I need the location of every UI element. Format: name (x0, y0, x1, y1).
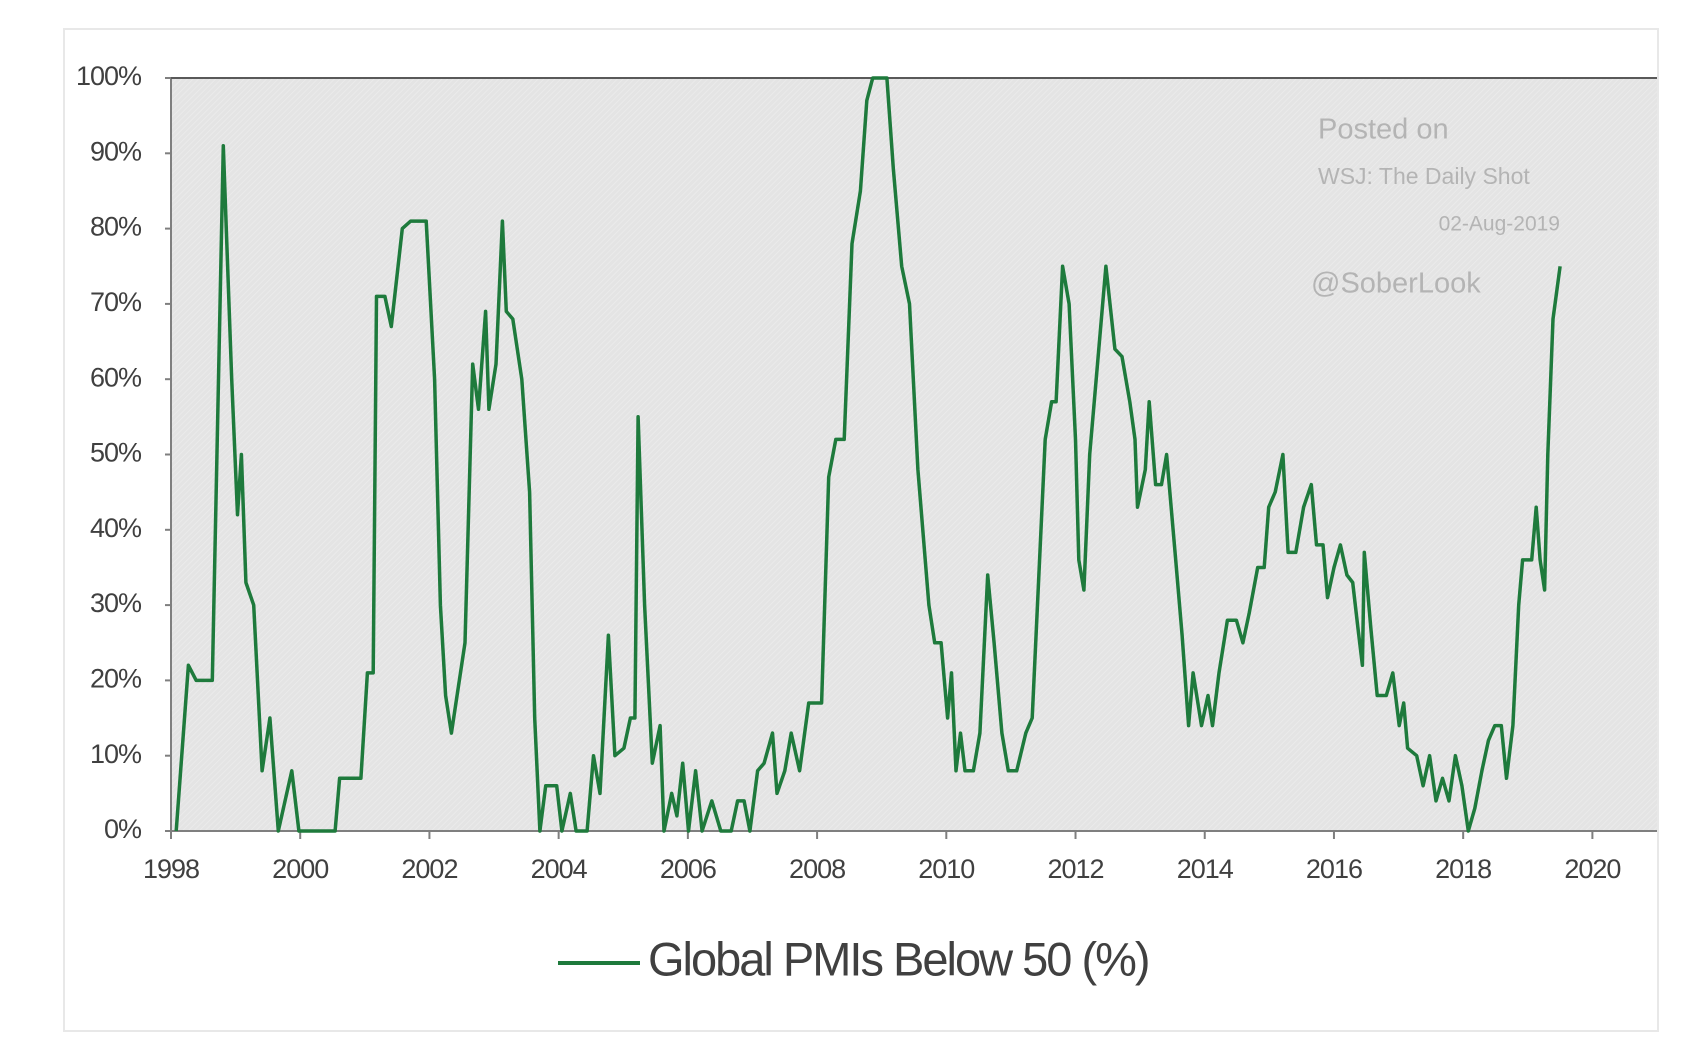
x-tick-label: 2020 (1564, 854, 1620, 884)
x-tick-label: 2004 (531, 854, 588, 884)
annotation: 02-Aug-2019 (1439, 213, 1560, 236)
x-tick-label: 2002 (401, 854, 457, 884)
legend-label: Global PMIs Below 50 (%) (648, 932, 1149, 985)
y-tick-label: 40% (90, 513, 142, 543)
y-tick-label: 60% (90, 362, 142, 392)
y-tick-label: 70% (90, 287, 142, 317)
y-tick-label: 80% (90, 212, 142, 242)
y-tick-label: 30% (90, 588, 142, 618)
y-tick-label: 100% (76, 61, 142, 91)
x-tick-label: 2008 (789, 854, 845, 884)
x-tick-label: 2000 (272, 854, 328, 884)
y-tick-label: 10% (90, 739, 142, 769)
plot-area (171, 78, 1657, 831)
x-tick-label: 2016 (1306, 854, 1362, 884)
x-tick-label: 2012 (1047, 854, 1103, 884)
annotation: Posted on (1318, 114, 1449, 146)
data-line (174, 76, 1562, 833)
x-tick-label: 2014 (1177, 854, 1234, 884)
x-tick-label: 2006 (660, 854, 716, 884)
x-tick-label: 1998 (143, 854, 199, 884)
y-tick-label: 20% (90, 664, 142, 694)
y-tick-label: 0% (104, 814, 142, 844)
y-tick-label: 90% (90, 136, 142, 166)
annotation: @SoberLook (1311, 268, 1481, 300)
annotation: WSJ: The Daily Shot (1318, 163, 1530, 189)
x-tick-label: 2018 (1435, 854, 1491, 884)
y-tick-label: 50% (90, 438, 142, 468)
x-tick-label: 2010 (918, 854, 974, 884)
